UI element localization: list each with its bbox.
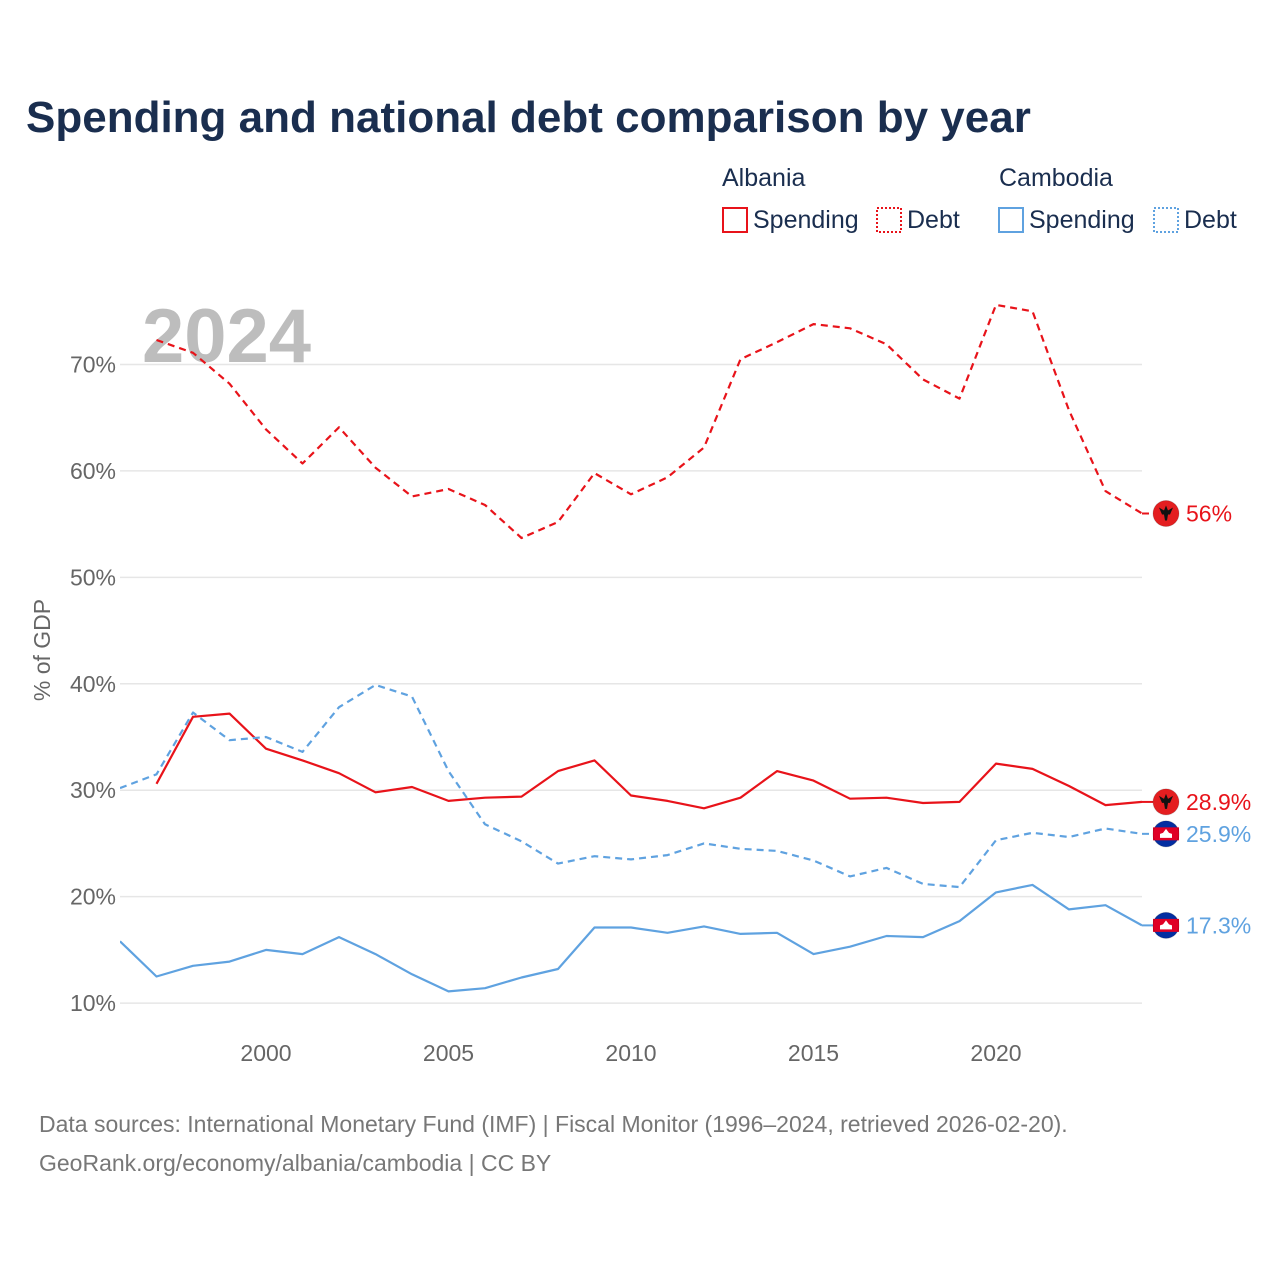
albania-flag-icon <box>1152 788 1180 816</box>
legend-albania-debt-label[interactable]: Debt <box>907 206 960 234</box>
flag-outline <box>1152 911 1180 939</box>
legend-cambodia-debt-swatch[interactable] <box>1153 207 1179 233</box>
series-line-cambodia-debt <box>120 683 1142 889</box>
end-value-label: 56% <box>1186 501 1232 527</box>
x-axis-ticks: 2000 2005 2010 2015 2020 <box>240 1040 1021 1066</box>
y-tick-label: 50% <box>70 564 116 590</box>
legend-albania-spending-swatch[interactable] <box>722 207 748 233</box>
x-tick-label: 2015 <box>788 1040 839 1066</box>
flag-outline <box>1152 820 1180 848</box>
temple-emblem <box>1160 920 1172 930</box>
legend[interactable]: Albania Spending Debt Cambodia Spending … <box>722 164 1237 234</box>
legend-cambodia-debt-label[interactable]: Debt <box>1184 206 1237 234</box>
end-value-label: 17.3% <box>1186 912 1251 938</box>
x-tick-label: 2005 <box>423 1040 474 1066</box>
legend-group-albania-title: Albania <box>722 164 805 192</box>
y-tick-label: 40% <box>70 671 116 697</box>
end-value-label: 28.9% <box>1186 789 1251 815</box>
temple-emblem <box>1160 828 1172 838</box>
series-line-albania-spending <box>155 712 1142 810</box>
cambodia-flag-icon <box>1152 820 1180 848</box>
footer-attribution[interactable]: GeoRank.org/economy/albania/cambodia | C… <box>39 1150 551 1176</box>
flag-outline <box>1152 788 1180 816</box>
y-tick-label: 70% <box>70 352 116 378</box>
legend-albania-spending-label[interactable]: Spending <box>753 206 859 234</box>
end-value-label: 25.9% <box>1186 821 1251 847</box>
footer-sources: Data sources: International Monetary Fun… <box>39 1111 1068 1137</box>
eagle-emblem <box>1159 505 1173 521</box>
series-line-albania-debt <box>156 303 1142 540</box>
eagle-emblem <box>1159 793 1173 809</box>
series-line-cambodia-spending <box>120 883 1142 993</box>
legend-albania-debt-swatch[interactable] <box>876 207 902 233</box>
y-tick-label: 10% <box>70 990 116 1016</box>
grid <box>120 363 1142 1004</box>
year-watermark: 2024 <box>142 294 311 379</box>
series-lines <box>120 303 1142 993</box>
cambodia-flag-icon <box>1152 911 1180 939</box>
end-labels: 56% 28.9% 25.9% 17.3% <box>1142 500 1251 939</box>
x-tick-label: 2000 <box>240 1040 291 1066</box>
y-tick-label: 30% <box>70 777 116 803</box>
y-axis-label: % of GDP <box>29 599 55 701</box>
chart-title: Spending and national debt comparison by… <box>26 93 1031 142</box>
legend-cambodia-spending-label[interactable]: Spending <box>1029 206 1135 234</box>
albania-flag-icon <box>1152 500 1180 527</box>
y-tick-label: 20% <box>70 884 116 910</box>
flag-outline <box>1152 500 1180 527</box>
y-axis-ticks: 10% 20% 30% 40% 50% 60% 70% <box>70 352 116 1017</box>
y-tick-label: 60% <box>70 458 116 484</box>
legend-cambodia-spending-swatch[interactable] <box>998 207 1024 233</box>
x-tick-label: 2020 <box>970 1040 1021 1066</box>
legend-group-cambodia-title: Cambodia <box>999 164 1113 192</box>
x-tick-label: 2010 <box>605 1040 656 1066</box>
